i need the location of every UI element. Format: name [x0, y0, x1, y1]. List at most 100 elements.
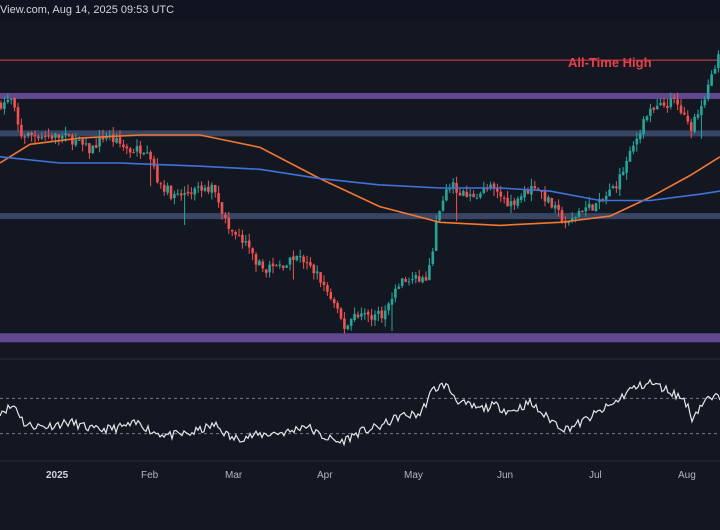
x-tick-label: Jul	[589, 470, 602, 481]
candle-body	[23, 136, 27, 138]
candle-body	[33, 135, 37, 137]
candle-body	[397, 286, 401, 289]
candle-body	[302, 256, 305, 263]
candle-body	[183, 193, 186, 195]
candle-body	[591, 204, 594, 211]
candlestick-series	[0, 50, 720, 334]
candle-body	[159, 183, 163, 185]
candle-body	[621, 171, 625, 175]
candle-body	[560, 210, 564, 222]
header-caption: View.com, Aug 14, 2025 09:53 UTC	[0, 4, 175, 16]
candle-body	[717, 54, 720, 69]
candle-body	[101, 136, 105, 140]
candle-body	[84, 143, 88, 145]
candle-body	[128, 148, 132, 153]
candle-body	[312, 264, 316, 274]
candle-body	[628, 150, 632, 162]
candle-body	[105, 136, 108, 139]
candle-body	[258, 260, 261, 266]
candle-body	[662, 102, 666, 106]
candle-body	[645, 116, 649, 121]
candle-body	[489, 184, 492, 188]
candle-body	[519, 196, 523, 200]
candle-body	[479, 193, 482, 198]
candle-body	[492, 183, 496, 189]
candle-body	[550, 197, 554, 208]
x-tick-label: Jun	[497, 470, 514, 481]
candle-body	[465, 191, 469, 198]
candle-body	[686, 115, 690, 122]
candle-body	[298, 256, 302, 258]
candle-body	[295, 255, 299, 261]
candle-body	[254, 254, 258, 265]
candle-body	[0, 102, 3, 109]
candle-body	[659, 103, 662, 106]
candle-body	[601, 198, 605, 200]
candle-body	[94, 145, 98, 148]
candle-body	[407, 281, 411, 283]
candle-body	[441, 200, 445, 211]
candle-body	[363, 312, 367, 315]
candle-body	[305, 262, 309, 264]
candle-body	[577, 210, 581, 217]
candle-body	[672, 97, 676, 99]
candle-body	[438, 211, 441, 221]
candle-body	[142, 152, 146, 155]
candle-body	[200, 185, 203, 191]
candle-body	[207, 186, 210, 192]
candle-body	[190, 192, 193, 194]
candle-body	[196, 186, 200, 188]
candle-body	[285, 265, 288, 268]
candle-body	[132, 152, 135, 154]
candle-body	[414, 275, 418, 279]
candle-body	[54, 133, 57, 138]
candle-body	[574, 216, 577, 219]
candle-body	[700, 106, 703, 116]
candle-body	[271, 263, 275, 267]
zone-band	[0, 92, 720, 99]
candle-body	[173, 194, 176, 198]
candle-body	[3, 102, 6, 109]
candle-body	[9, 98, 13, 100]
candle-body	[642, 119, 645, 135]
candle-body	[88, 143, 91, 154]
candle-body	[162, 184, 166, 192]
candle-body	[581, 210, 584, 213]
candle-body	[584, 207, 588, 212]
rsi-pane	[0, 378, 720, 447]
candle-body	[224, 214, 227, 218]
candle-body	[655, 105, 659, 110]
candle-body	[696, 114, 700, 118]
candle-body	[370, 315, 373, 320]
candle-body	[149, 152, 152, 160]
candle-body	[47, 135, 50, 137]
candle-body	[98, 136, 101, 147]
candle-body	[604, 195, 608, 200]
candle-body	[428, 265, 431, 280]
candle-body	[179, 193, 183, 196]
candle-body	[608, 189, 611, 197]
candle-body	[152, 158, 156, 167]
candle-body	[166, 185, 169, 193]
candle-body	[703, 99, 707, 106]
candle-body	[587, 203, 591, 208]
candle-body	[356, 314, 360, 318]
candle-body	[251, 248, 254, 254]
candle-body	[20, 124, 23, 137]
candle-body	[64, 133, 67, 135]
candle-body	[611, 186, 615, 189]
candle-body	[421, 277, 424, 283]
candle-body	[383, 310, 387, 320]
candle-body	[669, 98, 673, 107]
candle-body	[377, 311, 380, 314]
candle-body	[553, 205, 557, 209]
candle-body	[445, 189, 448, 201]
candle-body	[387, 303, 390, 311]
candle-body	[77, 139, 81, 141]
candle-body	[74, 139, 78, 146]
candle-body	[523, 189, 526, 198]
candle-body	[706, 84, 710, 99]
moving-average-orange-line	[0, 134, 720, 227]
candle-body	[689, 122, 693, 131]
